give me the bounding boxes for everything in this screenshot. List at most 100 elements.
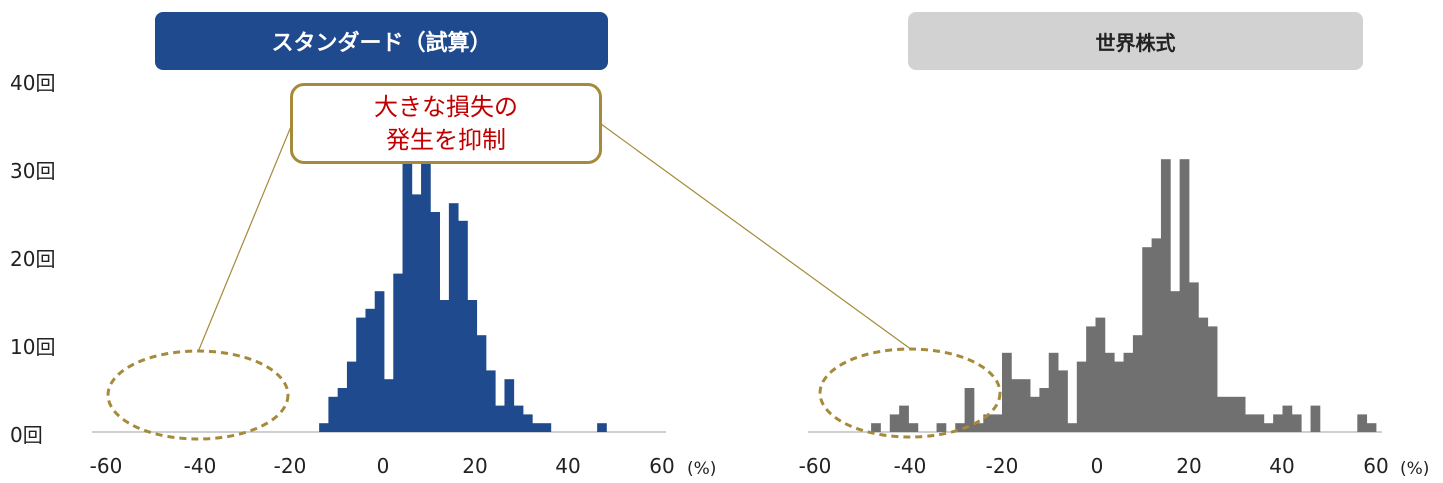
x-tick-left: 0 (376, 454, 390, 478)
world-equity-bar (1095, 317, 1106, 432)
world-equity-bar (1254, 414, 1265, 432)
standard-bar (421, 159, 431, 432)
world-equity-bar (983, 414, 994, 432)
standard-bar (504, 379, 515, 432)
y-tick-10: 10回 (10, 335, 56, 359)
world-equity-bar (871, 423, 881, 432)
world-equity-bar (936, 423, 947, 432)
y-tick-20: 20回 (10, 247, 56, 271)
standard-bar (523, 414, 533, 432)
standard-bar (337, 388, 348, 432)
x-tick-right: -20 (985, 454, 1019, 478)
standard-bar (365, 308, 376, 432)
standard-bar (439, 300, 450, 432)
x-tick-right: 40 (1269, 454, 1295, 478)
world-equity-bar (1030, 396, 1040, 432)
world-equity-bar (1048, 352, 1059, 432)
world-equity-bar (1123, 352, 1134, 432)
world-equity-bar (1151, 238, 1162, 432)
world-equity-bar (1011, 379, 1022, 432)
y-tick-40: 40回 (10, 71, 56, 95)
callout-line-1-suffix: の (494, 92, 518, 121)
world-equity-bar (1104, 352, 1115, 432)
world-equity-bar (1039, 388, 1050, 432)
x-tick-left: -60 (89, 454, 123, 478)
world-equity-bar (1263, 423, 1274, 432)
world-equity-bar (1310, 405, 1321, 432)
x-tick-left: -20 (273, 454, 307, 478)
world-equity-header: 世界株式 (908, 12, 1363, 70)
world-equity-bar (1207, 326, 1218, 432)
world-equity-bar (1235, 396, 1246, 432)
standard-bar (384, 379, 394, 432)
x-tick-right: 20 (1176, 454, 1202, 478)
standard-bar (374, 291, 385, 432)
world-equity-bar (1170, 291, 1181, 432)
standard-bar (458, 220, 468, 432)
callout-line-1: 大きな損失の (374, 91, 518, 124)
standard-bar (541, 423, 552, 432)
y-tick-30: 30回 (10, 159, 56, 183)
x-tick-right: -60 (798, 454, 832, 478)
world-equity-bar (964, 388, 975, 432)
world-equity-bar (1132, 335, 1143, 432)
x-tick-left: 20 (462, 454, 488, 478)
world-equity-bar (992, 414, 1003, 432)
standard-bar (597, 423, 607, 432)
world-equity-bar (1179, 159, 1190, 432)
standard-bars (319, 159, 607, 432)
callout-line-2: 発生を抑制 (386, 125, 506, 154)
world-equity-bar (1058, 370, 1068, 432)
world-equity-bar (1226, 396, 1237, 432)
standard-bar (430, 212, 440, 432)
standard-bar (513, 405, 524, 432)
standard-bar (328, 396, 339, 432)
x-tick-left: 60 (649, 454, 675, 478)
world-equity-bar (1217, 396, 1227, 432)
standard-bar (346, 361, 357, 432)
standard-bar (476, 335, 487, 432)
world-equity-bar (1189, 282, 1199, 432)
x-tick-left: 40 (555, 454, 581, 478)
loss-region-ellipse-right (818, 347, 1002, 439)
world-equity-bar (973, 423, 984, 432)
standard-bar (532, 423, 542, 432)
world-equity-bar (889, 414, 900, 432)
x-unit-left: (%) (687, 459, 717, 479)
standard-bar (356, 317, 366, 432)
world-equity-bar (1086, 326, 1096, 432)
standard-bar (495, 405, 505, 432)
world-equity-bar (1002, 352, 1012, 432)
world-equity-bar (1067, 423, 1078, 432)
callout-connector-left (197, 123, 293, 353)
world-equity-bar (1366, 423, 1377, 432)
world-equity-bar (1282, 405, 1293, 432)
x-tick-left: -40 (183, 454, 217, 478)
world-equity-bar (1076, 361, 1087, 432)
world-equity-bar (908, 423, 919, 432)
world-equity-bar (899, 405, 909, 432)
world-equity-bar (1020, 379, 1031, 432)
standard-bar (448, 203, 459, 432)
world-equity-bars (871, 159, 1377, 432)
world-equity-bar (1291, 414, 1302, 432)
callout-box: 大きな損失の 発生を抑制 (290, 83, 602, 164)
world-equity-bar (1142, 247, 1152, 432)
x-tick-right: 60 (1363, 454, 1389, 478)
world-equity-bar (1273, 414, 1283, 432)
loss-region-ellipse-left (106, 349, 290, 441)
world-equity-bar (1160, 159, 1171, 432)
world-equity-bar (1245, 414, 1255, 432)
standard-bar (485, 370, 496, 432)
standard-header: スタンダード（試算） (155, 12, 608, 70)
standard-bar (402, 159, 413, 432)
world-equity-bar (1114, 361, 1124, 432)
standard-bar (467, 300, 478, 432)
standard-bar (393, 273, 403, 432)
callout-connector-right (600, 123, 913, 351)
callout-line-1-main: 大きな損失 (374, 92, 494, 121)
world-equity-bar (1198, 317, 1209, 432)
world-equity-bar (1357, 414, 1368, 432)
